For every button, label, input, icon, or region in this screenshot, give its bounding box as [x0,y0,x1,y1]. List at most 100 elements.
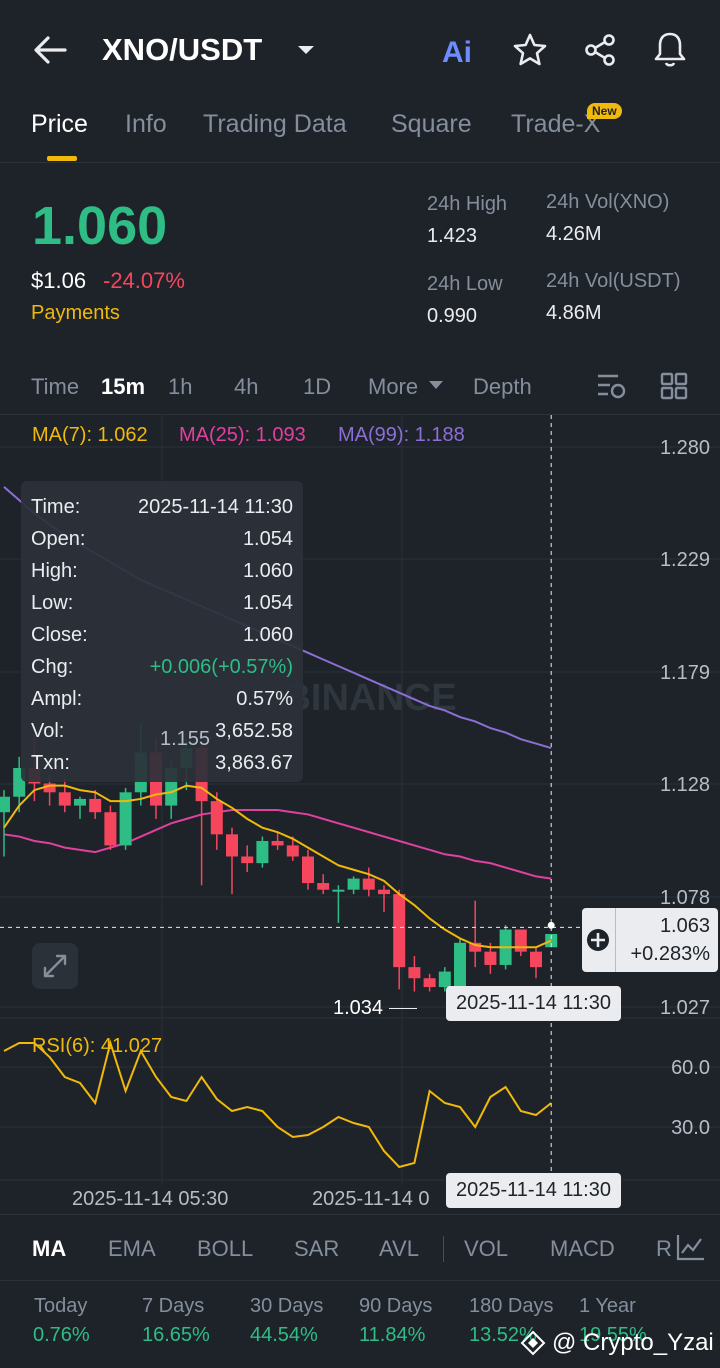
perf-label: 7 Days [142,1295,205,1317]
tt-value: 3,863.67 [215,751,293,774]
tab-underline [47,156,77,161]
indicator-settings-icon[interactable] [674,1231,708,1263]
indicator-boll[interactable]: BOLL [197,1236,254,1261]
back-arrow-icon[interactable] [32,34,68,66]
tt-label: Chg: [31,655,74,678]
candlestick-chart[interactable]: BINANCE [0,415,720,1215]
star-icon[interactable] [512,32,548,68]
crosshair [0,415,582,1180]
perf-value: 0.76% [33,1324,90,1346]
candle-body [530,951,542,968]
expand-icon [43,954,67,978]
indicator-macd[interactable]: MACD [550,1236,615,1261]
divider [0,1214,720,1215]
tf-time[interactable]: Time [31,374,80,399]
tt-label: High: [31,559,78,582]
binance-logo-icon [520,1330,546,1356]
chart-settings-icon[interactable] [596,372,628,402]
tf-1d[interactable]: 1D [303,374,332,399]
rsi-legend: RSI(6): 41.027 [32,1035,163,1057]
candle-body [286,845,299,857]
expand-button[interactable] [32,943,78,989]
rsi-axis-label: 30.0 [671,1117,710,1139]
usd-price: $1.06 [31,268,87,293]
indicator-avl[interactable]: AVL [379,1236,419,1261]
candle-body [332,889,345,892]
tt-label: Close: [31,623,88,646]
ma25-line [3,809,552,880]
candle-body [378,889,390,895]
tf-more[interactable]: More [368,374,419,399]
candle-body [89,798,102,813]
credit-watermark: @ Crypto_Yzai [552,1329,714,1356]
ma99-legend: MA(99): 1.188 [338,424,465,446]
ma25-legend: MA(25): 1.093 [179,424,306,446]
low-label: 24h Low [427,273,503,295]
candle-body [0,796,10,813]
price-axis-label: 1.027 [659,997,710,1019]
tt-label: Open: [31,527,86,550]
perf-value: 11.84% [359,1324,426,1346]
high-label: 24h High [427,193,508,215]
perf-label: 180 Days [469,1295,554,1317]
tab-info[interactable]: Info [125,110,167,138]
candle-body [226,834,238,857]
tt-value: 1.054 [242,527,293,550]
new-badge: New [587,103,622,119]
perf-label: 1 Year [579,1295,636,1317]
indicator-vol[interactable]: VOL [464,1236,509,1261]
plus-circle-icon [587,929,609,951]
crosshair-price: 1.063 [659,915,710,937]
tt-value: 1.054 [242,591,293,614]
share-icon[interactable] [582,32,618,68]
tt-value: 2025-11-14 11:30 [138,495,293,518]
vol-quote-label: 24h Vol(USDT) [546,270,681,292]
candle-body [393,894,406,968]
ma7-line-path [3,784,552,949]
low-value: 0.990 [427,305,478,327]
candle-body [256,840,269,864]
category-tag[interactable]: Payments [31,302,120,324]
indicator-sar[interactable]: SAR [294,1236,340,1261]
perf-value: 19.55% [579,1324,647,1346]
more-chevron-icon[interactable] [428,380,444,390]
indicator-rsi[interactable]: R [656,1236,672,1261]
tf-15m[interactable]: 15m [101,374,146,399]
grid-layout-icon[interactable] [660,372,688,400]
tf-depth[interactable]: Depth [473,374,532,399]
price-change: -24.07% [103,268,185,293]
time-axis-label: 2025-11-14 05:30 [72,1188,229,1210]
tab-trade-x[interactable]: Trade-X [511,110,601,138]
price-axis-label: 1.229 [659,549,710,571]
ai-icon[interactable]: Ai [442,36,472,69]
perf-value: 44.54% [250,1324,318,1346]
indicator-ema[interactable]: EMA [108,1236,156,1261]
indicator-ma[interactable]: MA [32,1236,67,1261]
tf-4h[interactable]: 4h [234,374,259,399]
low-marker: 1.034 [333,997,384,1019]
ma7-legend: MA(7): 1.062 [32,424,148,446]
tf-1h[interactable]: 1h [168,374,193,399]
tt-label: Ampl: [31,687,83,710]
price-axis-label: 1.179 [659,662,710,684]
bell-icon[interactable] [652,30,688,70]
tab-square[interactable]: Square [391,110,472,138]
indicator-separator [443,1236,444,1262]
tt-label: Vol: [31,719,65,742]
chevron-down-icon[interactable] [296,44,316,56]
ma7-line [3,784,552,949]
tt-value: 1.060 [242,559,293,582]
rsi-line-path [3,1039,552,1169]
crosshair-price-tag[interactable]: 1.063 +0.283% [582,908,718,972]
tab-price[interactable]: Price [31,110,88,138]
tab-trading-data[interactable]: Trading Data [203,110,347,138]
low-marker-line [389,1008,417,1009]
crosshair-pct: +0.283% [630,943,710,965]
perf-label: 30 Days [250,1295,324,1317]
add-alert-button[interactable] [582,908,616,972]
candle-body [74,798,86,806]
pair-title[interactable]: XNO/USDT [102,32,263,67]
candle-body [454,942,466,988]
candle-body [302,856,314,884]
divider [0,1280,720,1281]
